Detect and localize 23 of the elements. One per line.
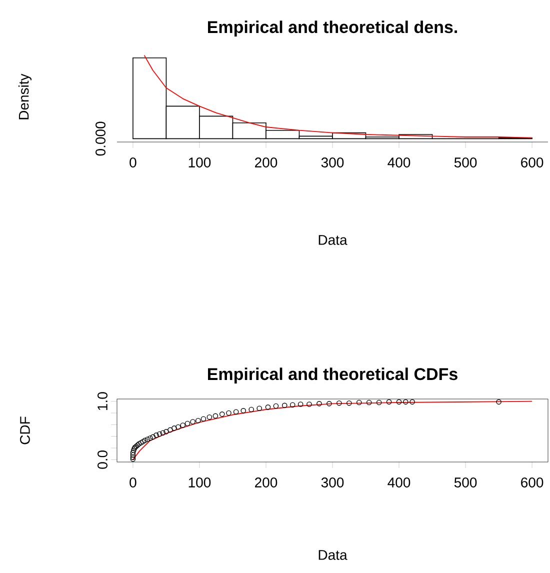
x-tick-label: 400 <box>388 478 410 488</box>
text: 0.000 <box>96 122 106 156</box>
chart-title: Empirical and theoretical dens. <box>208 20 457 36</box>
x-tick-label: 0 <box>130 478 136 488</box>
x-tick-label: 100 <box>188 158 211 168</box>
y-tick-label: 0.0 <box>98 450 108 469</box>
chart-title: Empirical and theoretical CDFs <box>208 368 458 384</box>
x-tick-label: 300 <box>321 158 344 168</box>
x-tick-label: 600 <box>521 478 544 488</box>
x-axis-title: Data <box>318 550 348 560</box>
x-tick-label: 400 <box>388 158 410 168</box>
x-tick-label: 200 <box>255 158 278 168</box>
x-axis-title: Data <box>318 235 348 245</box>
y-axis-title: Density <box>18 74 32 120</box>
x-tick-label: 0 <box>130 158 136 168</box>
x-tick-label: 600 <box>521 158 544 168</box>
x-tick-label: 100 <box>188 478 211 488</box>
x-tick-label: 500 <box>454 478 477 488</box>
y-tick-label: 1.0 <box>98 392 108 410</box>
x-tick-label: 300 <box>321 478 344 488</box>
y-axis-title: CDF <box>20 416 30 444</box>
x-tick-label: 200 <box>255 478 278 488</box>
x-tick-label: 500 <box>454 158 477 168</box>
